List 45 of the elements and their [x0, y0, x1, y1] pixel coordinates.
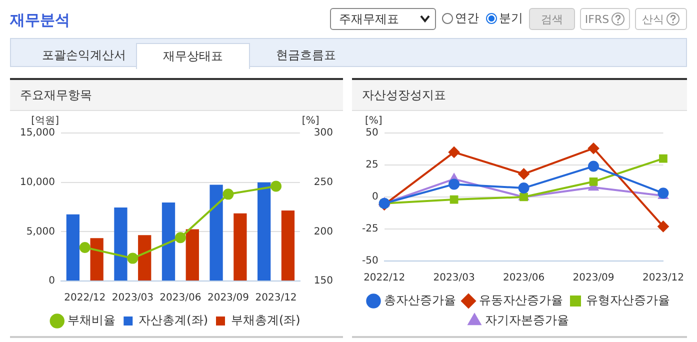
x-tick-label: 2023/03: [112, 292, 154, 304]
legend-label: 총자산증가율: [384, 293, 456, 308]
text: 분기: [499, 10, 523, 27]
x-tick-label: 2022/12: [364, 272, 406, 284]
y-tick-label: 5,000: [26, 226, 55, 238]
text: 재무분석: [10, 11, 70, 30]
x-tick-label: 2023/12: [255, 292, 297, 304]
legend-label: 부채총계(좌): [231, 313, 300, 328]
y-tick-label: -25: [362, 224, 378, 235]
text: 주재무제표: [339, 12, 399, 26]
y-tick-label: 50: [366, 128, 378, 139]
x-tick-label: 2023/09: [207, 292, 250, 304]
chart-title: 주요재무항목: [10, 80, 343, 111]
x-tick-label: 2023/06: [503, 272, 545, 284]
text: 현금흐름표: [275, 47, 337, 64]
y-tick-label: 25: [366, 160, 378, 171]
legend-label: 유형자산증가율: [586, 293, 670, 308]
text: 재무상태표: [136, 43, 250, 69]
y-tick-label: 0: [372, 192, 378, 203]
y2-tick-label: 250: [314, 176, 334, 188]
y-tick-label: 0: [48, 276, 55, 287]
y-tick-label: -50: [362, 256, 378, 267]
legend-label: 자기자본증가율: [485, 313, 569, 328]
x-tick-label: 2023/09: [572, 272, 614, 284]
y-axis-title: [억원]: [31, 116, 60, 127]
x-tick-label: 2022/12: [64, 292, 106, 304]
legend-label: 부채비율: [68, 313, 116, 328]
y-axis-title: [%]: [365, 116, 382, 127]
legend-label: 유동자산증가율: [479, 293, 563, 308]
y2-tick-label: 200: [314, 226, 334, 238]
y-tick-label: 10,000: [20, 176, 55, 188]
text: IFRS: [584, 12, 610, 26]
y2-axis-title: [%]: [302, 116, 320, 127]
y-tick-label: 15,000: [20, 128, 55, 139]
text: 검색: [541, 12, 563, 26]
y2-tick-label: 150: [314, 276, 334, 287]
x-tick-label: 2023/06: [160, 292, 202, 304]
legend-label: 자산총계(좌): [138, 313, 208, 328]
y2-tick-label: 300: [314, 128, 334, 139]
x-tick-label: 2023/03: [433, 272, 475, 284]
text: 포괄손익계산서: [41, 47, 127, 64]
x-tick-label: 2023/12: [642, 272, 684, 284]
text: 연간: [455, 10, 479, 27]
text: 산식: [642, 12, 664, 26]
chart-title: 자산성장성지표: [352, 80, 687, 111]
